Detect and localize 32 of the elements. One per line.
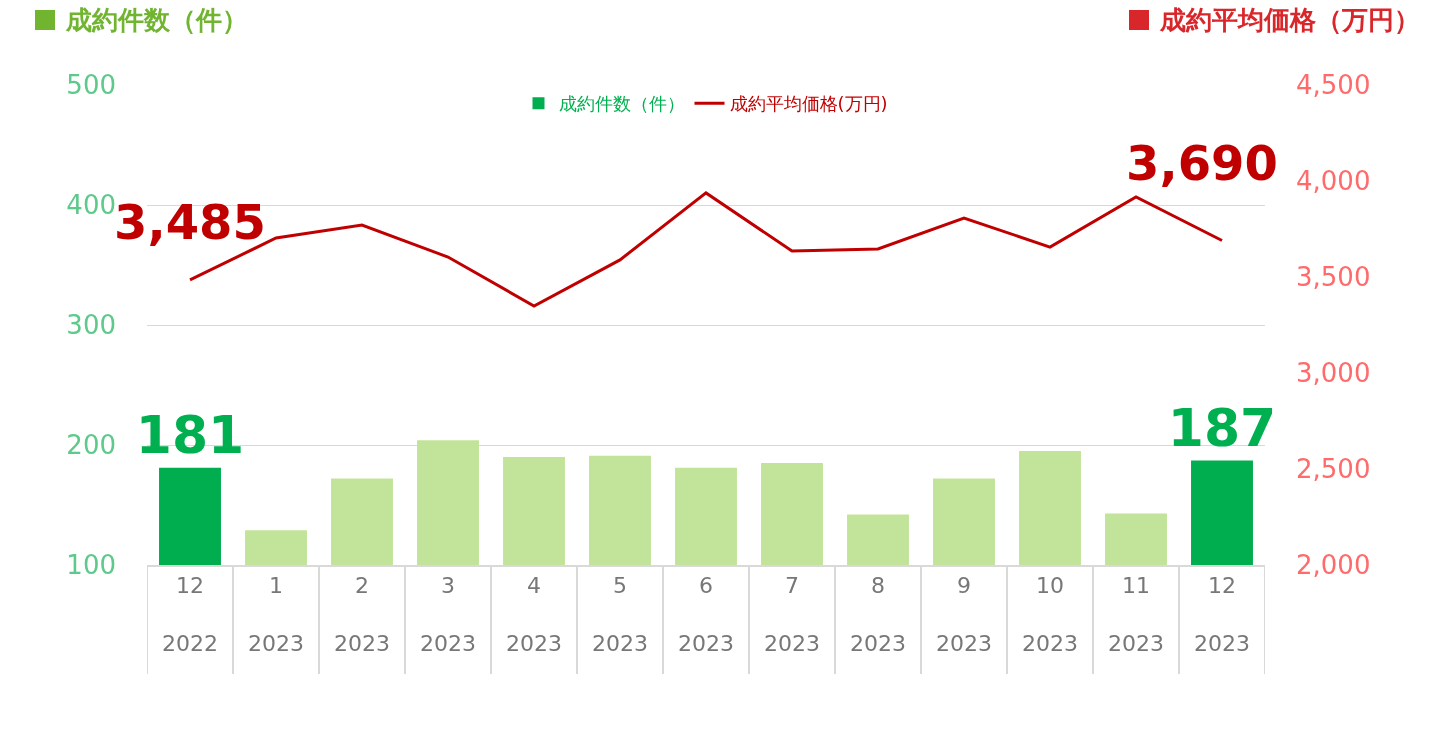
y2-tick-label: 3,000 [1296, 358, 1371, 389]
y-tick-label: 500 [66, 70, 116, 101]
category-label: 1 2023 [248, 573, 304, 656]
category-label: 10 2023 [1022, 573, 1078, 656]
y2-tick-label: 3,500 [1296, 262, 1371, 293]
data-label: 3,690 [1126, 135, 1278, 191]
data-label: 181 [135, 404, 245, 465]
category-label: 12 2023 [1194, 573, 1250, 656]
y2-tick-label: 2,500 [1296, 454, 1371, 485]
category-label: 7 2023 [764, 573, 820, 656]
y-tick-label: 100 [66, 550, 116, 581]
y-axis-title: 成約件数（件） [65, 5, 248, 35]
data-label: 3,485 [114, 194, 266, 250]
category-label: 6 2023 [678, 573, 734, 656]
y2-tick-label: 4,000 [1296, 166, 1371, 197]
category-label: 8 2023 [850, 573, 906, 656]
y-tick-label: 300 [66, 310, 116, 341]
y2-tick-label: 4,500 [1296, 70, 1371, 101]
category-label: 2 2023 [334, 573, 390, 656]
data-label: 187 [1167, 397, 1277, 458]
category-label: 11 2023 [1108, 573, 1164, 656]
category-label: 12 2022 [162, 573, 218, 656]
legend-label: 成約件数（件） [558, 93, 685, 115]
category-label: 4 2023 [506, 573, 562, 656]
y-tick-label: 400 [66, 190, 116, 221]
y2-tick-label: 2,000 [1296, 550, 1371, 581]
y2-axis-title: 成約平均価格（万円） [1159, 5, 1420, 35]
category-label: 3 2023 [420, 573, 476, 656]
category-label: 9 2023 [936, 573, 992, 656]
y-tick-label: 200 [66, 430, 116, 461]
legend-label: 成約平均価格(万円) [729, 93, 888, 115]
category-label: 5 2023 [592, 573, 648, 656]
